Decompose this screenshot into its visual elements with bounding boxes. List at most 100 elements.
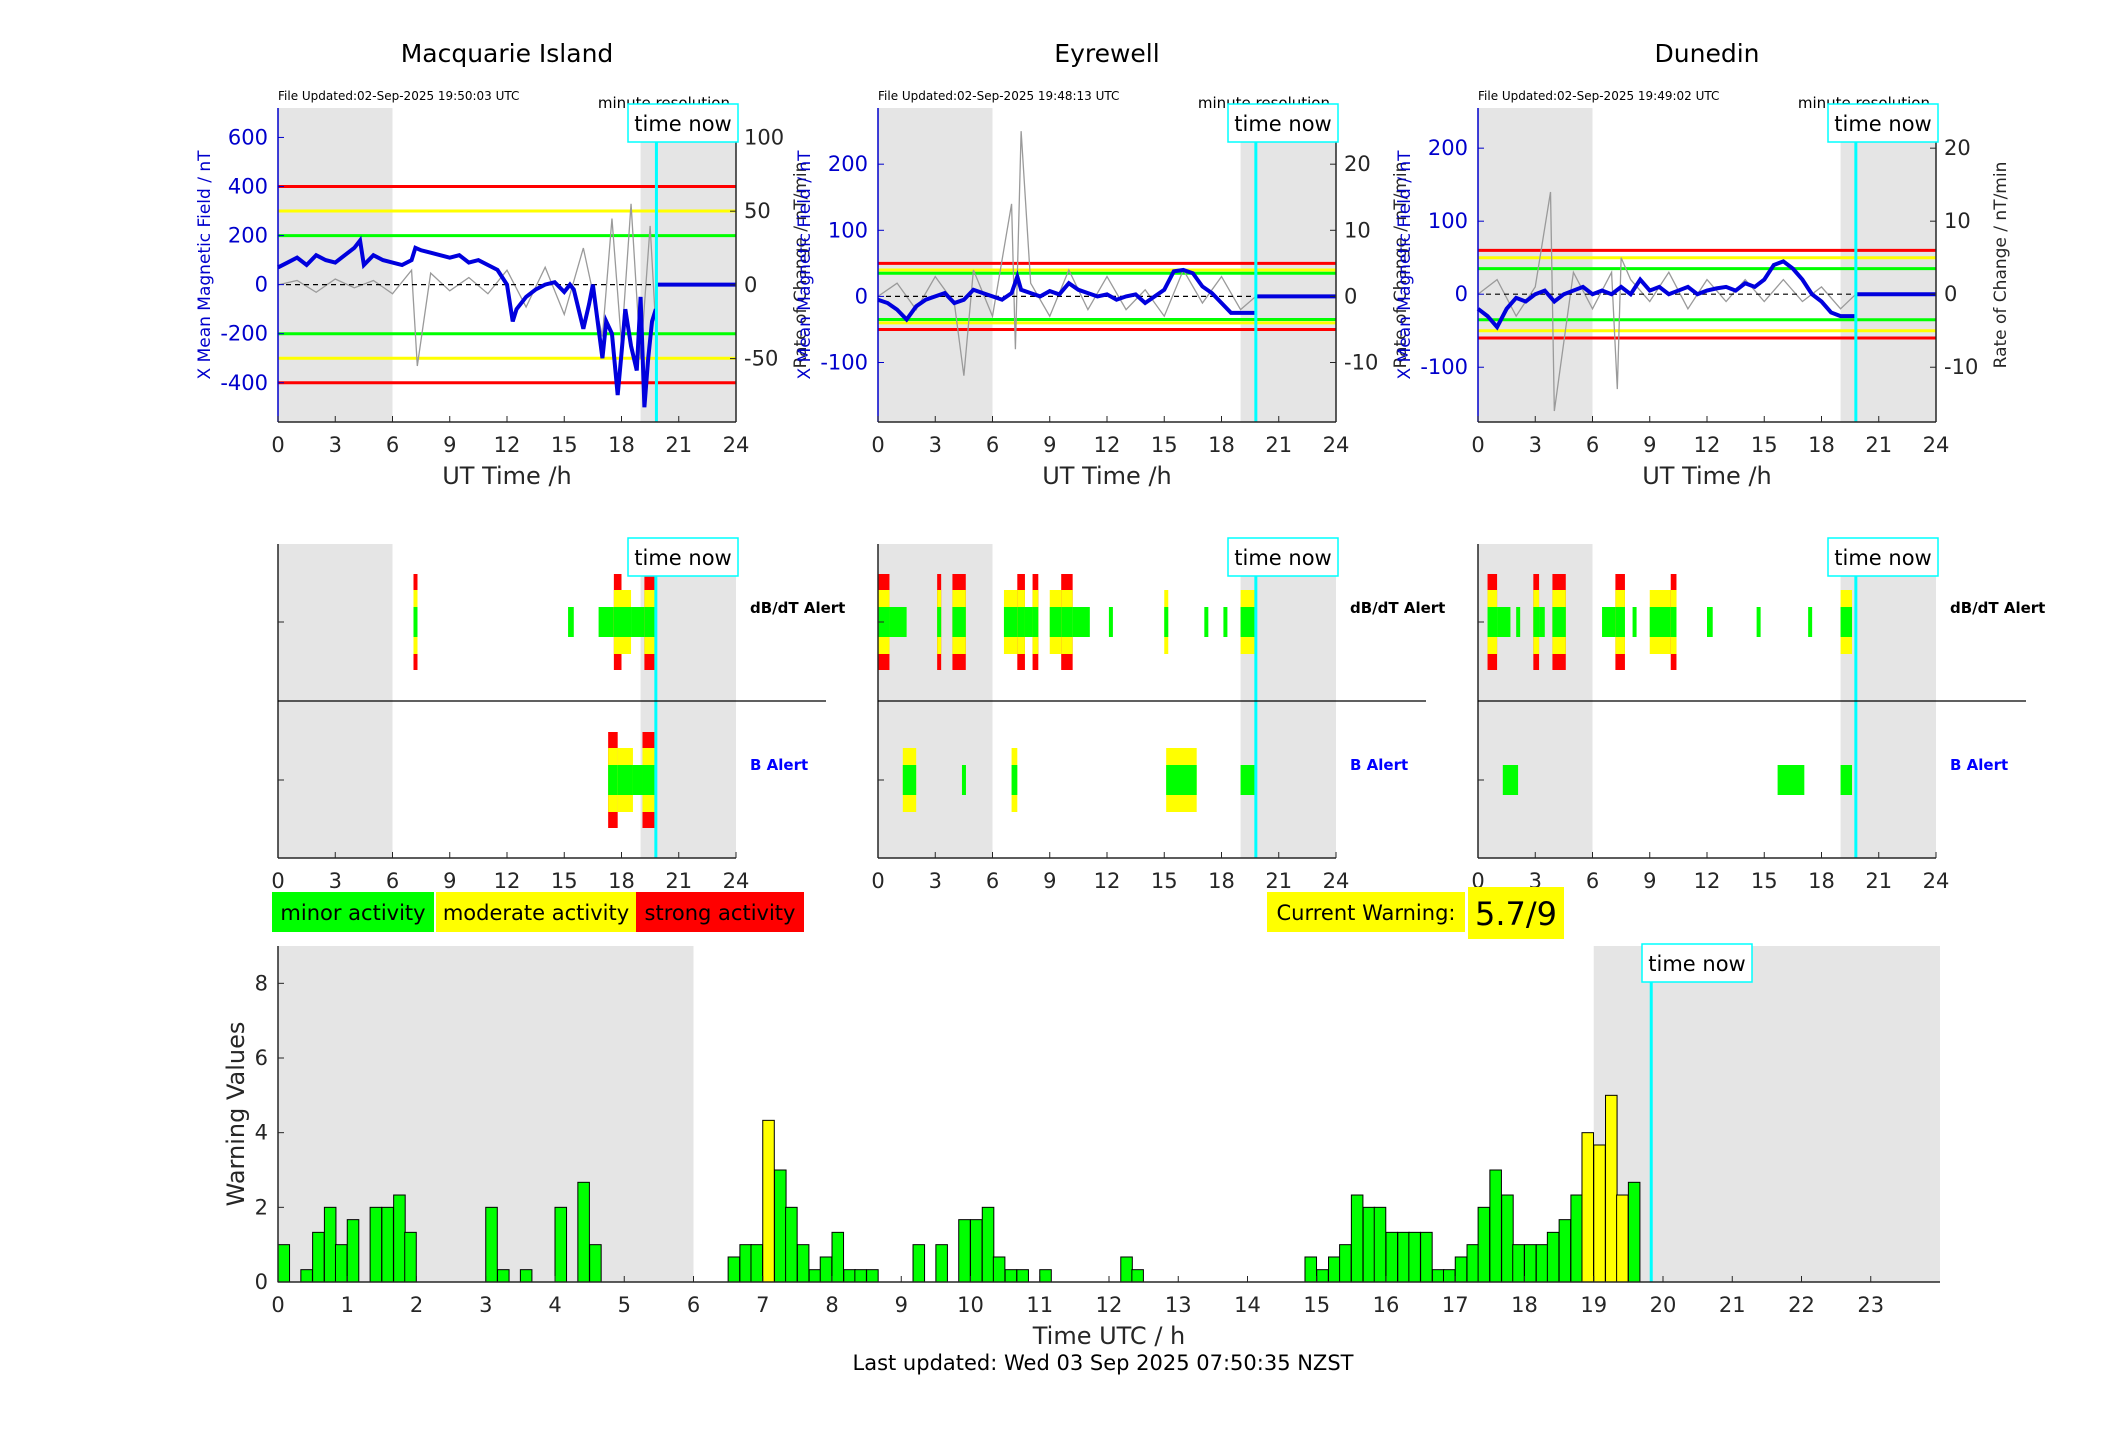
station-title: Eyrewell [1054, 39, 1159, 68]
x-tick-label: 0 [271, 1293, 284, 1317]
warning-bar [1304, 1256, 1318, 1283]
y2-tick-label: 50 [744, 199, 771, 223]
y-axis-label-right: Rate of Change / nT/min [791, 162, 811, 369]
x-tick-label: 12 [494, 433, 521, 457]
time-now-box [627, 103, 739, 143]
x-tick-label: 21 [1865, 869, 1892, 893]
x-tick-label: 6 [386, 433, 399, 457]
x-tick-label: 21 [1719, 1293, 1746, 1317]
warning-bar [750, 1244, 764, 1283]
x-axis-label: Time UTC / h [1032, 1322, 1186, 1350]
dbdt-minor-mark [621, 607, 632, 637]
x-tick-label: 0 [271, 433, 284, 457]
b-minor-mark [1240, 765, 1256, 795]
dbdt-minor-mark [952, 607, 966, 637]
warning-bar [1512, 1244, 1525, 1283]
x-tick-label: 6 [986, 869, 999, 893]
dbdt-minor-mark [413, 607, 418, 637]
y-tick-label: -100 [820, 351, 868, 375]
x-tick-label: 3 [1529, 433, 1542, 457]
night-shade [878, 108, 993, 422]
x-tick-label: 24 [1323, 869, 1350, 893]
dbdt-minor-mark [1552, 607, 1566, 637]
mean-field-line [277, 235, 658, 408]
x-tick-label: 6 [986, 433, 999, 457]
x-tick-label: 9 [1643, 869, 1656, 893]
time-now-label: time now [1234, 112, 1331, 136]
dbdt-minor-mark [1808, 607, 1813, 637]
warning-bar [992, 1256, 1006, 1283]
x-tick-label: 12 [494, 869, 521, 893]
legend-minor-swatch [272, 892, 434, 932]
x-tick-label: 21 [665, 433, 692, 457]
x-tick-label: 4 [548, 1293, 561, 1317]
x-tick-label: 7 [756, 1293, 769, 1317]
warning-bar [958, 1219, 971, 1283]
warning-bar [1362, 1206, 1376, 1283]
x-tick-label: 24 [723, 433, 750, 457]
x-tick-label: 21 [665, 869, 692, 893]
warning-bar [1477, 1206, 1491, 1283]
x-tick-label: 13 [1165, 1293, 1192, 1317]
y-axis-label-left: X Mean Magnetic Field / nT [1395, 150, 1415, 380]
warning-bar [323, 1206, 337, 1283]
dbdt-minor-mark [1003, 607, 1018, 637]
dbdt-minor-mark [1240, 607, 1256, 637]
current-warning-value-box [1468, 887, 1564, 939]
x-tick-label: 12 [1694, 433, 1721, 457]
warning-bar [1397, 1231, 1410, 1283]
warning-bar [312, 1231, 325, 1283]
b-minor-mark [617, 765, 633, 795]
dbdt-minor-mark [1024, 607, 1033, 637]
x-tick-label: 22 [1788, 1293, 1815, 1317]
x-tick-label: 0 [871, 433, 884, 457]
warning-bar [1316, 1269, 1329, 1283]
x-tick-label: 12 [1094, 869, 1121, 893]
x-axis-label: UT Time /h [1042, 462, 1172, 490]
y-tick-label: 0 [255, 273, 268, 297]
dbdt-minor-mark [1497, 607, 1511, 637]
warning-bar [1385, 1231, 1399, 1283]
x-tick-label: 10 [957, 1293, 984, 1317]
b-minor-mark [1011, 765, 1018, 795]
y-tick-label: 100 [828, 218, 868, 242]
warning-bar [1442, 1269, 1456, 1283]
b-minor-mark [1777, 765, 1805, 795]
warning-bar [1466, 1244, 1480, 1283]
station-title: Macquarie Island [401, 39, 614, 68]
warning-bar [1605, 1094, 1618, 1283]
y-axis-label-right: Rate of Change / nT/min [1391, 162, 1411, 369]
warning-bar [554, 1206, 568, 1283]
y2-tick-label: 10 [1944, 209, 1971, 233]
y-axis-label-right: Rate of Change / nT/min [1991, 162, 2011, 369]
warning-bar [1581, 1132, 1595, 1283]
warning-bar [785, 1206, 798, 1283]
time-now-label: time now [634, 546, 731, 570]
y2-tick-label: 20 [1344, 152, 1371, 176]
y-tick-label: 6 [255, 1046, 268, 1070]
time-now-box [1827, 103, 1939, 143]
x-tick-label: 15 [551, 433, 578, 457]
warning-bar [1546, 1231, 1560, 1283]
time-now-box [1827, 537, 1939, 577]
x-tick-label: 15 [1751, 869, 1778, 893]
y-tick-label: 0 [255, 1270, 268, 1294]
b-alert-label: B Alert [750, 756, 808, 774]
y-tick-label: 0 [855, 284, 868, 308]
time-now-box [1227, 103, 1339, 143]
dbdt-minor-mark [1670, 607, 1677, 637]
dbdt-minor-mark [1032, 607, 1039, 637]
x-tick-label: 15 [1151, 869, 1178, 893]
x-axis-label: UT Time /h [442, 462, 572, 490]
y-tick-label: 8 [255, 971, 268, 995]
b-minor-mark [1840, 765, 1853, 795]
y-axis-label-left: X Mean Magnetic Field / nT [195, 150, 215, 380]
x-tick-label: 18 [608, 433, 635, 457]
dbdt-minor-mark [631, 607, 645, 637]
x-tick-label: 16 [1373, 1293, 1400, 1317]
rate-of-change-line [1477, 191, 1857, 412]
x-tick-label: 15 [1751, 433, 1778, 457]
file-updated-text: File Updated:02-Sep-2025 19:49:02 UTC [1478, 89, 1719, 103]
x-tick-label: 12 [1096, 1293, 1123, 1317]
y-tick-label: 600 [228, 125, 268, 149]
